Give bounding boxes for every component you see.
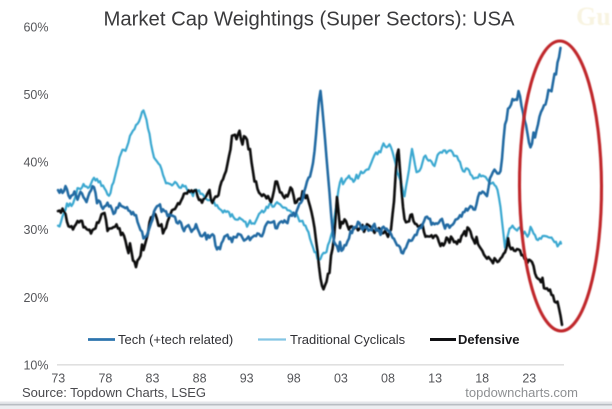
svg-text:73: 73	[51, 372, 65, 386]
svg-text:08: 08	[381, 372, 395, 386]
svg-text:93: 93	[240, 372, 254, 386]
svg-text:topdowncharts.com: topdowncharts.com	[465, 385, 578, 400]
svg-text:40%: 40%	[23, 156, 48, 170]
svg-text:30%: 30%	[23, 223, 48, 237]
svg-text:78: 78	[98, 372, 112, 386]
svg-text:23: 23	[522, 372, 536, 386]
svg-text:13: 13	[428, 372, 442, 386]
svg-text:60%: 60%	[23, 20, 48, 34]
svg-text:Tech (+tech related): Tech (+tech related)	[118, 332, 233, 347]
svg-text:Defensive: Defensive	[458, 332, 519, 347]
svg-text:20%: 20%	[23, 291, 48, 305]
svg-text:10%: 10%	[23, 358, 48, 372]
svg-text:88: 88	[193, 372, 207, 386]
svg-text:50%: 50%	[23, 88, 48, 102]
svg-text:18: 18	[475, 372, 489, 386]
svg-text:83: 83	[146, 372, 160, 386]
svg-text:03: 03	[334, 372, 348, 386]
svg-text:Gu: Gu	[576, 2, 611, 31]
svg-text:Source: Topdown Charts, LSEG: Source: Topdown Charts, LSEG	[22, 385, 206, 400]
svg-text:Market Cap Weightings (Super S: Market Cap Weightings (Super Sectors): U…	[103, 9, 515, 31]
svg-text:98: 98	[287, 372, 301, 386]
svg-text:Traditional Cyclicals: Traditional Cyclicals	[290, 332, 406, 347]
